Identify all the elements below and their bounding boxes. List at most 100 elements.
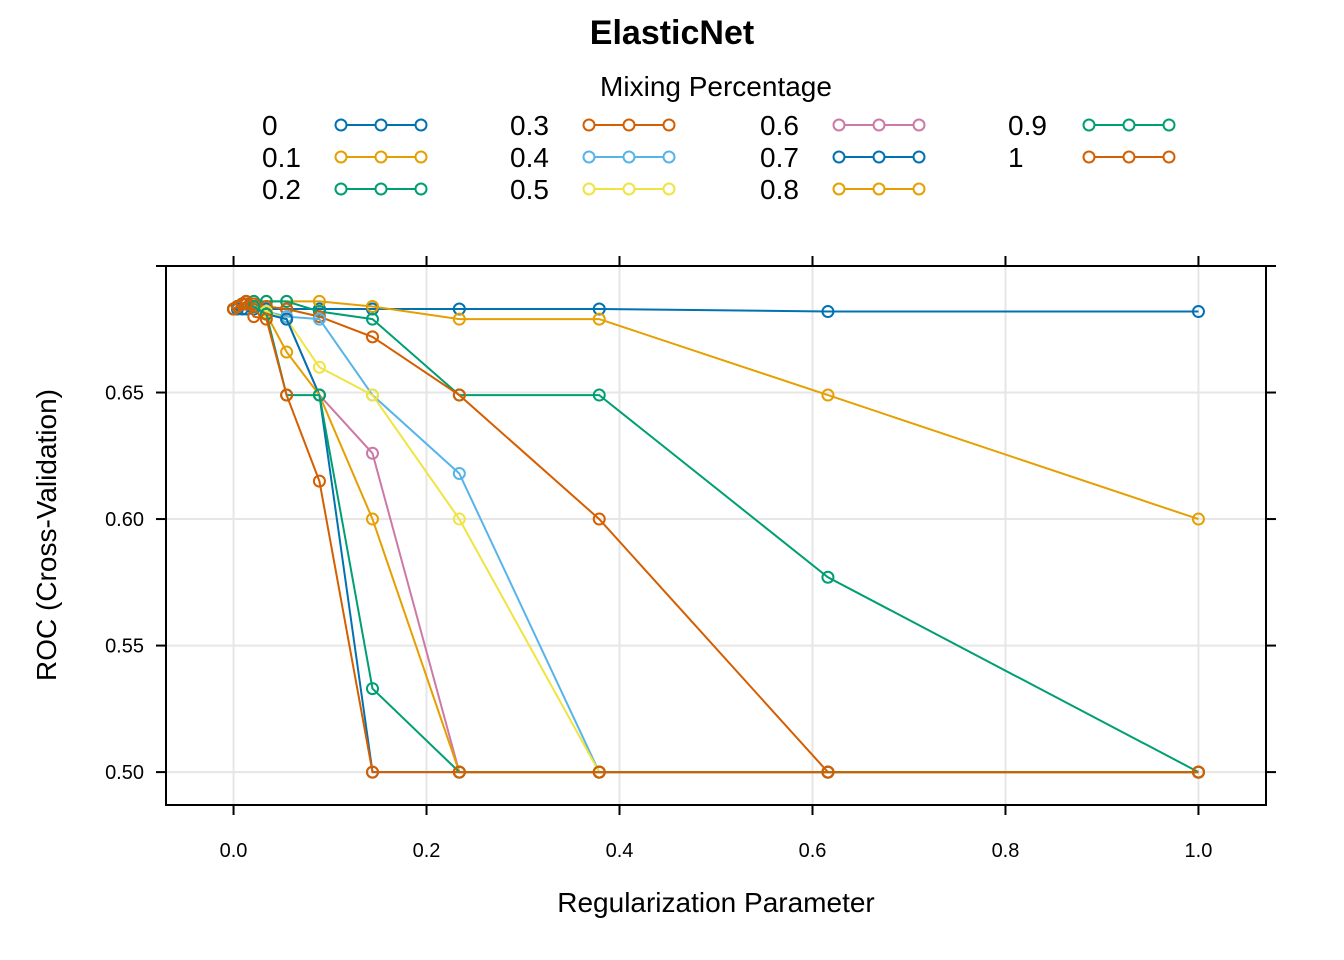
series-point-0-2-10	[592, 388, 606, 402]
x-tick-label-4: 0.8	[992, 840, 1020, 862]
legend-item-0: 0	[262, 110, 428, 141]
series-point-0-2-8	[365, 312, 379, 326]
legend-marker-0-8-2	[912, 182, 926, 196]
y-tick-label-0: 0.50	[105, 762, 144, 784]
legend-marker-0-5-0	[582, 182, 596, 196]
legend-item-0-6: 0.6	[760, 110, 926, 141]
legend-item-0-7: 0.7	[760, 142, 926, 173]
legend-label-0-4: 0.4	[510, 142, 549, 173]
legend-marker-0-8-0	[832, 182, 846, 196]
legend-marker-0-0	[334, 118, 348, 132]
series-0-8	[227, 297, 1205, 779]
legend-label-0-1: 0.1	[262, 142, 301, 173]
legend-item-0-1: 0.1	[262, 142, 428, 173]
series-layer	[227, 294, 1205, 779]
series-point-0-2-11	[821, 570, 835, 584]
series-point-1-10	[592, 765, 606, 779]
series-point-0-12	[1191, 305, 1205, 319]
series-point-1-4	[247, 310, 261, 324]
legend-marker-0-5-2	[662, 182, 676, 196]
legend-marker-0-1-1	[374, 150, 388, 164]
legend-marker-0-2	[414, 118, 428, 132]
x-tick-label-0: 0.0	[220, 840, 248, 862]
series-point-0-1-11	[821, 388, 835, 402]
legend-marker-0-7-2	[912, 150, 926, 164]
legend-marker-1-1	[1122, 150, 1136, 164]
x-tick-label-1: 0.2	[413, 840, 441, 862]
legend-item-0-2: 0.2	[262, 174, 428, 205]
series-point-0-1-8	[365, 299, 379, 313]
chart-title: ElasticNet	[590, 14, 754, 52]
legend-item-1: 1	[1008, 142, 1176, 173]
series-point-1-7	[312, 474, 326, 488]
series-point-0-1-9	[452, 312, 466, 326]
series-0-4	[227, 297, 1205, 779]
legend-marker-0-6-0	[832, 118, 846, 132]
legend: 00.10.2 0.30.40.5 0.60.70.8 0.91	[262, 110, 1176, 205]
legend-marker-1-0	[1082, 150, 1096, 164]
series-point-1-3	[239, 297, 253, 311]
series-point-1-9	[452, 765, 466, 779]
legend-marker-0-6-1	[872, 118, 886, 132]
legend-label-0-6: 0.6	[760, 110, 799, 141]
series-point-0-1-12	[1191, 512, 1205, 526]
series-point-0-9-7	[312, 388, 326, 402]
series-0-5	[227, 297, 1205, 779]
legend-marker-0-4-0	[582, 150, 596, 164]
series-point-1-8	[365, 765, 379, 779]
series-0-6	[227, 297, 1205, 779]
y-axis: 0.50 0.55 0.60 0.65	[105, 265, 1276, 784]
series-1	[227, 297, 1205, 779]
series-point-0-6-8	[365, 446, 379, 460]
legend-label-0-8: 0.8	[760, 174, 799, 205]
series-0-1	[227, 294, 1205, 526]
legend-marker-0-9-0	[1082, 118, 1096, 132]
grid	[166, 266, 1266, 805]
series-point-0-4-7	[312, 312, 326, 326]
series-point-1-5	[259, 312, 273, 326]
legend-item-0-5: 0.5	[510, 174, 676, 205]
legend-marker-0-7-1	[872, 150, 886, 164]
series-0-7	[227, 297, 1205, 779]
legend-marker-0-1-2	[414, 150, 428, 164]
legend-label-0-5: 0.5	[510, 174, 549, 205]
series-0-3	[227, 294, 1205, 779]
legend-marker-0-3-2	[662, 118, 676, 132]
plot-frame	[165, 265, 1267, 806]
series-line-0-8	[232, 303, 1199, 774]
series-point-0-1-10	[592, 312, 606, 326]
legend-label-1: 1	[1008, 142, 1024, 173]
series-point-0-7-6	[280, 312, 294, 326]
legend-marker-0-3-0	[582, 118, 596, 132]
series-point-0-4-9	[452, 467, 466, 481]
legend-marker-0-7-0	[832, 150, 846, 164]
legend-marker-0-4-2	[662, 150, 676, 164]
x-axis: 0.0 0.2 0.4 0.6 0.8 1.0	[220, 256, 1213, 862]
legend-marker-0-2-1	[374, 182, 388, 196]
legend-item-0-3: 0.3	[510, 110, 676, 141]
legend-marker-1-2	[1162, 150, 1176, 164]
legend-label-0-3: 0.3	[510, 110, 549, 141]
series-point-1-6	[280, 388, 294, 402]
legend-marker-0-1	[374, 118, 388, 132]
series-point-1-11	[821, 765, 835, 779]
x-tick-label-3: 0.6	[799, 840, 827, 862]
series-point-0-5-8	[365, 388, 379, 402]
legend-item-0-4: 0.4	[510, 142, 676, 173]
legend-marker-0-8-1	[872, 182, 886, 196]
legend-marker-0-5-1	[622, 182, 636, 196]
series-point-0-5-9	[452, 512, 466, 526]
legend-marker-0-9-2	[1162, 118, 1176, 132]
legend-label-0-9: 0.9	[1008, 110, 1047, 141]
series-point-0-3-9	[452, 388, 466, 402]
plot-area: 0.0 0.2 0.4 0.6 0.8 1.0 0.50 0.55 0.60 0.65	[105, 256, 1276, 862]
series-point-0-2-6	[280, 294, 294, 308]
y-axis-label: ROC (Cross-Validation)	[31, 389, 62, 681]
series-point-0-9-8	[365, 682, 379, 696]
y-tick-label-2: 0.60	[105, 509, 144, 531]
series-point-0-11	[821, 305, 835, 319]
series-0-2	[227, 294, 1205, 779]
x-tick-label-5: 1.0	[1185, 840, 1213, 862]
legend-title: Mixing Percentage	[600, 71, 832, 102]
